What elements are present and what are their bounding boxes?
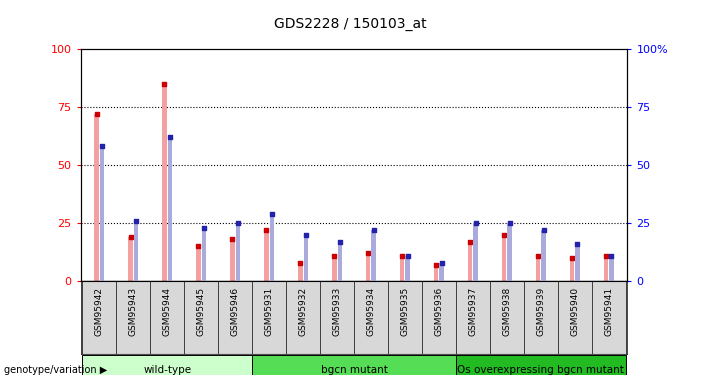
Bar	[298, 262, 303, 281]
Text: GSM95933: GSM95933	[332, 287, 341, 336]
Bar	[440, 262, 444, 281]
Point	[266, 211, 278, 217]
Point	[533, 253, 544, 259]
Text: GSM95934: GSM95934	[367, 287, 376, 336]
Point	[334, 239, 346, 245]
Text: GSM95931: GSM95931	[264, 287, 273, 336]
Bar	[338, 242, 342, 281]
Bar	[128, 237, 132, 281]
Bar	[264, 230, 268, 281]
Bar	[536, 256, 540, 281]
Text: GSM95939: GSM95939	[536, 287, 545, 336]
Text: bgcn mutant: bgcn mutant	[320, 365, 388, 375]
Point	[164, 134, 175, 140]
Point	[606, 253, 617, 259]
Bar	[366, 254, 370, 281]
Bar	[270, 214, 274, 281]
Bar	[168, 137, 172, 281]
Bar	[541, 230, 545, 281]
Text: GSM95946: GSM95946	[231, 287, 240, 336]
Bar	[332, 256, 336, 281]
Point	[397, 253, 408, 259]
Text: GSM95938: GSM95938	[503, 287, 511, 336]
Text: GSM95936: GSM95936	[435, 287, 444, 336]
Point	[362, 251, 374, 257]
Point	[470, 220, 481, 226]
Point	[368, 227, 379, 233]
Text: GSM95943: GSM95943	[129, 287, 138, 336]
Text: GSM95937: GSM95937	[468, 287, 477, 336]
Point	[125, 234, 136, 240]
Point	[294, 260, 306, 266]
Text: GSM95932: GSM95932	[299, 287, 308, 336]
Text: GSM95942: GSM95942	[95, 287, 104, 336]
Point	[538, 227, 549, 233]
Point	[402, 253, 414, 259]
Bar	[456, 355, 626, 375]
Text: GSM95945: GSM95945	[197, 287, 205, 336]
Point	[232, 220, 243, 226]
Point	[566, 255, 578, 261]
Bar	[202, 228, 206, 281]
Bar	[196, 246, 200, 281]
Point	[465, 239, 476, 245]
Text: wild-type: wild-type	[143, 365, 191, 375]
Bar	[570, 258, 574, 281]
Bar	[100, 146, 104, 281]
Point	[300, 232, 311, 238]
Text: Os overexpressing bgcn mutant: Os overexpressing bgcn mutant	[457, 365, 624, 375]
Text: GSM95935: GSM95935	[400, 287, 409, 336]
Point	[436, 260, 447, 266]
Text: GSM95944: GSM95944	[163, 287, 172, 336]
Bar	[163, 84, 167, 281]
Bar	[434, 265, 438, 281]
Point	[159, 81, 170, 87]
Point	[261, 227, 272, 233]
Point	[572, 241, 583, 247]
Text: GSM95941: GSM95941	[604, 287, 613, 336]
Bar	[400, 256, 404, 281]
Point	[227, 236, 238, 242]
Bar	[304, 235, 308, 281]
Bar	[473, 223, 478, 281]
Bar	[230, 239, 235, 281]
Point	[504, 220, 515, 226]
Bar	[604, 256, 608, 281]
Point	[193, 243, 204, 249]
Point	[91, 111, 102, 117]
Bar	[468, 242, 472, 281]
Bar	[609, 256, 613, 281]
Bar	[236, 223, 240, 281]
Point	[498, 232, 510, 238]
Point	[430, 262, 442, 268]
Bar	[576, 244, 580, 281]
Bar	[95, 114, 99, 281]
Text: GSM95940: GSM95940	[570, 287, 579, 336]
Point	[329, 253, 340, 259]
Bar	[252, 355, 456, 375]
Bar	[134, 221, 138, 281]
Point	[600, 253, 611, 259]
Bar	[405, 256, 410, 281]
Point	[130, 218, 142, 224]
Bar	[502, 235, 506, 281]
Point	[97, 143, 108, 149]
Bar	[372, 230, 376, 281]
Text: genotype/variation ▶: genotype/variation ▶	[4, 365, 107, 375]
Bar	[508, 223, 512, 281]
Bar	[82, 355, 252, 375]
Point	[198, 225, 210, 231]
Text: GDS2228 / 150103_at: GDS2228 / 150103_at	[274, 17, 427, 31]
